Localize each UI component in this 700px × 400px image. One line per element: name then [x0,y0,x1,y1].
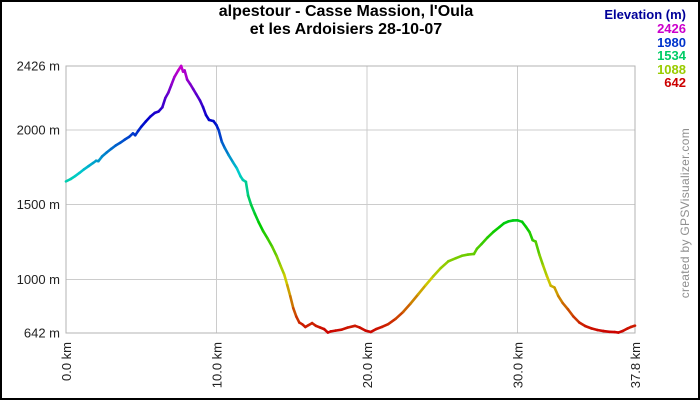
y-tick-642: 642 m [24,326,60,341]
chart-title-line1: alpestour - Casse Massion, l'Oula [218,3,474,20]
y-tick-2426: 2426 m [17,59,60,74]
x-tick-37km: 37.8 km [628,342,643,388]
gridlines [66,66,635,333]
legend-entry-1980: 1980 [657,34,686,50]
x-tick-30km: 30.0 km [511,342,526,388]
x-tick-10km: 10.0 km [210,342,225,388]
plot-frame [65,65,636,334]
legend-entries: 2426 1980 1534 1088 642 [604,22,686,89]
y-tick-2000: 2000 m [17,122,60,137]
x-tick-20km: 20.0 km [360,342,375,388]
watermark-gpsvisualizer: created by GPSVisualizer.com [678,128,692,299]
legend-entry-1088: 1088 [657,61,686,77]
x-tick-0km: 0.0 km [59,342,74,381]
chart-title: alpestour - Casse Massion, l'Oula et les… [0,3,692,39]
chart-title-line2: et les Ardoisiers 28-10-07 [249,21,443,38]
elevation-curve [64,64,637,334]
elevation-legend: Elevation (m) 2426 1980 1534 1088 642 [604,7,686,90]
legend-title: Elevation (m) [604,7,686,22]
legend-entry-1534: 1534 [657,48,686,64]
legend-entry-2426: 2426 [657,21,686,37]
y-tick-1500: 1500 m [17,197,60,212]
legend-entry-642: 642 [664,75,686,91]
y-tick-1000: 1000 m [17,272,60,287]
